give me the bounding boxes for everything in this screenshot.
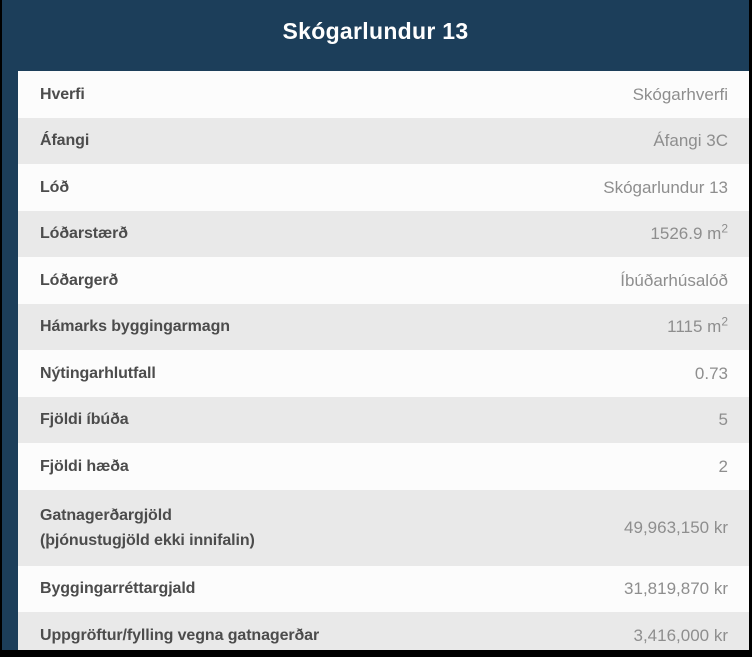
row-label-line: Lóðarstærð <box>40 225 128 243</box>
row-label-line2: (þjónustugjöld ekki innifalin) <box>40 531 255 549</box>
row-label-line: Byggingarréttargjald <box>40 580 196 598</box>
row-value: 31,819,870 kr <box>624 579 728 599</box>
table-row: Áfangi Áfangi 3C <box>18 117 749 164</box>
row-label-line: Fjöldi hæða <box>40 457 129 475</box>
table-row: Lóðarstærð 1526.9 m2 <box>18 210 749 257</box>
row-label-line: Lóðargerð <box>40 271 119 289</box>
table-row: Hverfi Skógarhverfi <box>18 71 749 118</box>
row-value: Skógarhverfi <box>632 84 728 104</box>
value-superscript: 2 <box>721 221 728 236</box>
row-label: Lóð <box>40 175 81 200</box>
table-row: Gatnagerðargjöld (þjónustugjöld ekki inni… <box>18 489 749 566</box>
row-value: 1526.9 m2 <box>650 221 728 244</box>
row-label-line: Fjöldi íbúða <box>40 411 129 429</box>
table-row: Lóð Skógarlundur 13 <box>18 164 749 211</box>
row-value: Íbúðarhúsalóð <box>620 270 728 290</box>
row-value: 1115 m2 <box>667 314 728 337</box>
row-value: Áfangi 3C <box>653 131 728 151</box>
row-value: Skógarlundur 13 <box>603 177 728 197</box>
row-label: Lóðarstærð <box>40 221 140 246</box>
row-label-line: Gatnagerðargjöld <box>40 506 172 524</box>
row-label: Hámarks byggingarmagn <box>40 314 242 339</box>
table-row: Hámarks byggingarmagn 1115 m2 <box>18 303 749 350</box>
row-label-line: Lóð <box>40 178 70 196</box>
panel-header: Skógarlundur 13 <box>2 0 749 71</box>
table-row: Fjöldi íbúða 5 <box>18 396 749 443</box>
row-label-line: Hámarks byggingarmagn <box>40 318 230 336</box>
row-value: 5 <box>718 410 728 430</box>
info-table: Hverfi Skógarhverfi Áfangi Áfangi 3C Lóð… <box>18 71 749 650</box>
table-row: Fjöldi hæða 2 <box>18 443 749 490</box>
row-label-line: Hverfi <box>40 85 85 103</box>
table-row: Nýtingarhlutfall 0.73 <box>18 350 749 397</box>
row-value: 2 <box>718 456 728 476</box>
value-superscript: 2 <box>721 314 728 329</box>
row-label: Gatnagerðargjöld (þjónustugjöld ekki inni… <box>40 503 267 553</box>
row-label: Nýtingarhlutfall <box>40 361 168 386</box>
row-label-line: Nýtingarhlutfall <box>40 364 156 382</box>
table-row: Byggingarréttargjald 31,819,870 kr <box>18 565 749 612</box>
row-value: 49,963,150 kr <box>624 518 728 537</box>
row-label-line: Uppgröftur/fylling vegna gatnagerðar <box>40 626 320 644</box>
row-label: Fjöldi íbúða <box>40 407 141 432</box>
row-value: 0.73 <box>694 363 728 383</box>
row-label: Byggingarréttargjald <box>40 576 207 601</box>
row-label: Áfangi <box>40 128 101 153</box>
row-label: Lóðargerð <box>40 268 130 293</box>
table-row: Lóðargerð Íbúðarhúsalóð <box>18 257 749 304</box>
row-label: Fjöldi hæða <box>40 454 141 479</box>
table-row: Uppgröftur/fylling vegna gatnagerðar 3,4… <box>18 612 749 650</box>
row-label: Uppgröftur/fylling vegna gatnagerðar <box>40 623 331 648</box>
panel-title: Skógarlundur 13 <box>282 18 469 44</box>
row-value: 3,416,000 kr <box>633 625 728 645</box>
row-label-line: Áfangi <box>40 132 90 150</box>
row-label: Hverfi <box>40 82 97 107</box>
